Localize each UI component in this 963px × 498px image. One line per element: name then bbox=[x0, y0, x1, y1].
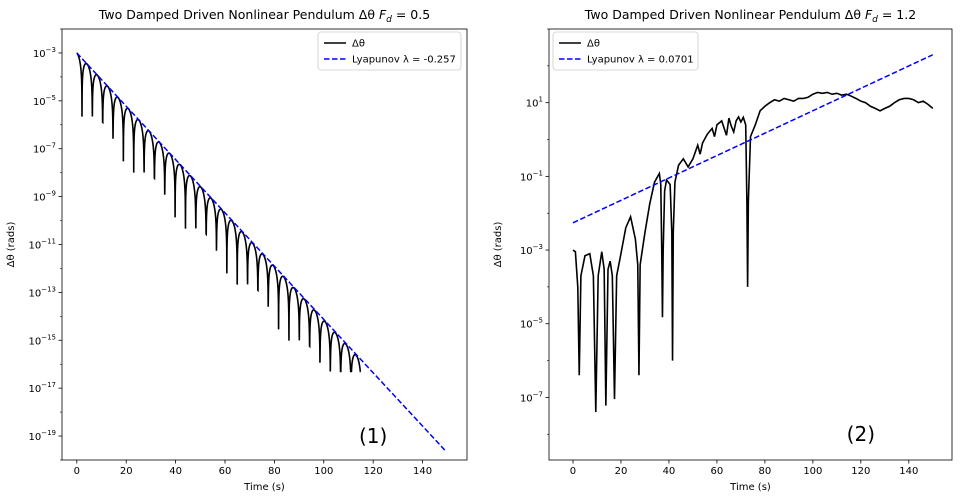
y-tick-label: 10−3 bbox=[33, 46, 56, 60]
y-tick-label: 10−15 bbox=[28, 333, 56, 347]
panel-label: (2) bbox=[847, 422, 875, 446]
legend: Δθ Lyapunov λ = -0.257 bbox=[317, 31, 462, 71]
legend-entry-1: Δθ bbox=[587, 39, 600, 50]
x-tick-label: 40 bbox=[663, 466, 676, 477]
legend-entry-2: Lyapunov λ = 0.0701 bbox=[587, 55, 694, 66]
x-tick-label: 80 bbox=[268, 466, 281, 477]
x-tick-label: 120 bbox=[364, 466, 383, 477]
x-tick-label: 100 bbox=[314, 466, 333, 477]
x-axis-label: Time (s) bbox=[729, 482, 771, 493]
x-tick-label: 120 bbox=[851, 466, 870, 477]
chart-title: Two Damped Driven Nonlinear Pendulum Δθ … bbox=[98, 7, 430, 25]
legend: Δθ Lyapunov λ = 0.0701 bbox=[552, 31, 699, 71]
y-tick-label: 10−7 bbox=[520, 390, 543, 404]
panel-label: (1) bbox=[359, 424, 387, 448]
y-axis-label: Δθ (rads) bbox=[493, 222, 504, 268]
x-tick-label: 0 bbox=[74, 466, 80, 477]
y-tick-label: 10−9 bbox=[33, 190, 56, 204]
y-tick-label: 10−7 bbox=[33, 142, 56, 156]
chart-title: Two Damped Driven Nonlinear Pendulum Δθ … bbox=[584, 7, 916, 25]
x-axis-label: Time (s) bbox=[243, 482, 285, 493]
legend-entry-2: Lyapunov λ = -0.257 bbox=[352, 55, 456, 66]
y-tick-label: 101 bbox=[526, 96, 543, 110]
x-tick-label: 40 bbox=[169, 466, 182, 477]
y-tick-label: 10−3 bbox=[520, 243, 543, 257]
series-line-1 bbox=[572, 91, 934, 413]
chart-2: 0 20 40 60 80 100 120 140 101 10−1 10−3 10−5 10−7 Two… bbox=[493, 7, 953, 493]
y-tick-label: 10−13 bbox=[28, 285, 56, 299]
legend-frame bbox=[552, 31, 699, 71]
x-tick-label: 0 bbox=[570, 466, 576, 477]
y-tick-label: 10−1 bbox=[520, 169, 543, 183]
x-tick-label: 140 bbox=[899, 466, 918, 477]
series-line-1 bbox=[76, 52, 362, 373]
x-tick-label: 140 bbox=[413, 466, 432, 477]
y-tick-label: 10−5 bbox=[33, 94, 56, 108]
axes-frame bbox=[61, 28, 468, 461]
legend-frame bbox=[317, 31, 462, 71]
chart-1: 0 20 40 60 80 100 120 140 10−3 10−5 10−7 10−9 10−11 1… bbox=[6, 7, 468, 493]
y-axis-label: Δθ (rads) bbox=[6, 222, 17, 268]
y-tick-label: 10−17 bbox=[28, 381, 56, 395]
x-tick-label: 20 bbox=[615, 466, 628, 477]
x-tick-label: 60 bbox=[219, 466, 232, 477]
series-line-2 bbox=[572, 54, 934, 224]
x-tick-label: 80 bbox=[759, 466, 772, 477]
plot-area bbox=[572, 54, 934, 413]
series-line-2 bbox=[76, 52, 446, 451]
plot-area bbox=[76, 52, 446, 451]
y-tick-label: 10−11 bbox=[28, 238, 56, 252]
x-tick-label: 100 bbox=[803, 466, 822, 477]
y-tick-label: 10−19 bbox=[28, 429, 56, 443]
legend-entry-1: Δθ bbox=[352, 39, 365, 50]
y-tick-label: 10−5 bbox=[520, 317, 543, 331]
x-tick-label: 20 bbox=[120, 466, 133, 477]
axes-frame bbox=[548, 28, 953, 461]
x-tick-label: 60 bbox=[711, 466, 724, 477]
